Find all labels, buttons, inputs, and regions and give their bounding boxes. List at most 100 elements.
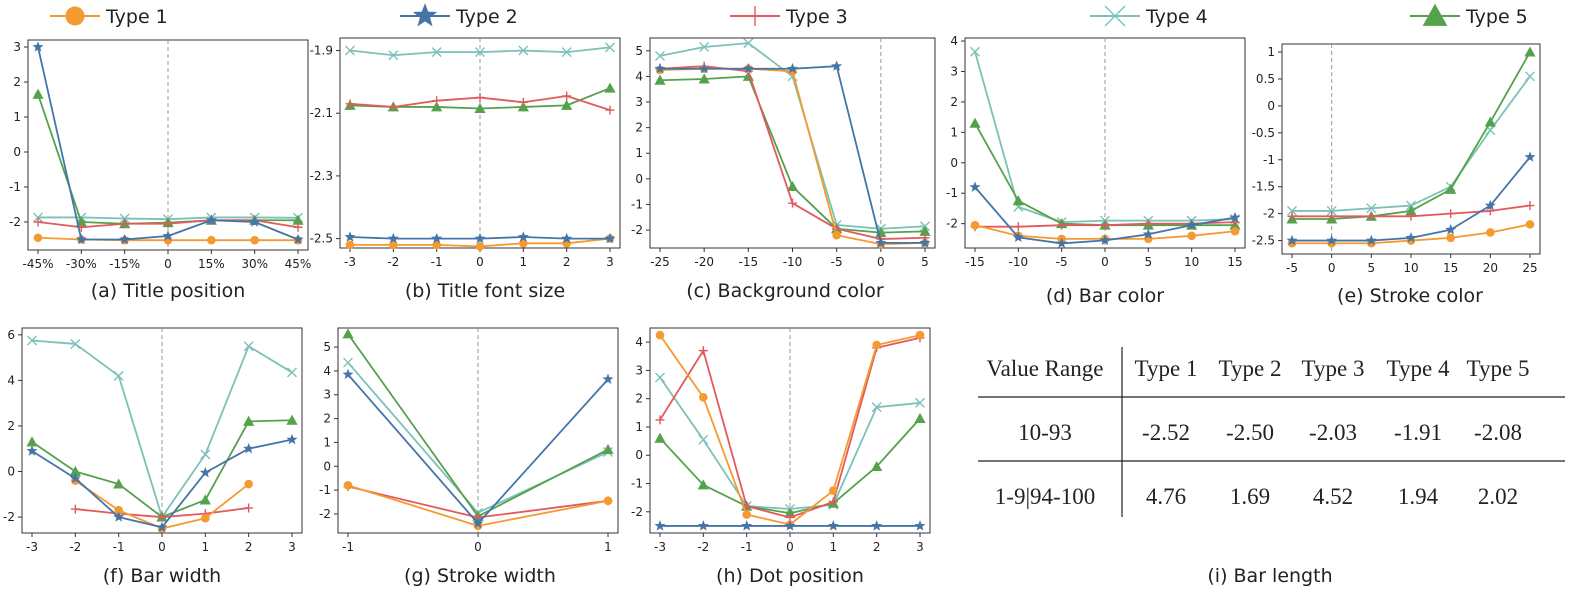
table-cell: 4.76 [1146,484,1186,509]
y-tick-label: -1.5 [1252,180,1275,194]
data-point [602,443,614,455]
y-tick-label: -2 [9,215,21,229]
table-cell: 1.69 [1230,484,1270,509]
data-point [1525,220,1535,229]
y-tick-label: 1 [635,146,643,160]
x-tick-label: 1 [202,540,210,554]
data-point [831,60,843,71]
data-point [26,445,38,456]
data-point [914,412,926,423]
data-point [475,47,485,58]
data-point [970,220,980,230]
data-point [1187,231,1196,241]
data-point [518,97,528,107]
data-point [1486,228,1495,237]
x-tick-label: -3 [654,540,666,554]
data-point [26,436,38,447]
table-header-cell: Type 4 [1387,356,1450,381]
data-point [655,415,665,425]
data-point [969,117,981,128]
data-point [518,45,529,56]
series-type-4 [343,357,613,518]
panel-caption: (a) Title position [91,280,246,302]
x-tick-label: -15 [965,255,985,269]
x-tick-label: -5 [831,255,843,269]
data-point [1524,46,1536,57]
data-point [344,231,356,242]
y-tick-label: 2 [7,419,15,433]
x-tick-label: 30% [241,257,268,271]
panel-caption: (f) Bar width [103,565,221,587]
data-point [69,465,81,476]
data-point [741,520,753,531]
series-type-2 [32,41,304,245]
table-header-cell: Type 3 [1302,356,1365,381]
series-line [659,65,926,240]
chart-e-stroke-color: -5 0 5 10 15 20 25 -2.5 -2 -1.5 -1 -0.5 0 0.5 1 (e) Str… [1252,43,1541,307]
legend-label: Type 2 [455,6,518,28]
y-tick-label: 0 [635,172,643,186]
y-tick-label: 2 [635,121,643,135]
y-tick-label: 4 [7,373,15,387]
data-point [292,233,304,245]
data-point [472,517,484,529]
data-point [1326,205,1337,216]
data-point [292,214,304,225]
data-point [199,494,211,505]
data-point [1100,220,1110,230]
x-tick-label: 0 [1328,261,1336,275]
data-point [32,88,44,99]
data-point [113,478,125,489]
series-line [347,333,609,518]
x-tick-label: 3 [916,540,924,554]
y-tick-label: -2 [631,223,643,237]
table-cell: -1.91 [1394,420,1442,445]
panel-caption: (c) Background color [686,280,884,302]
x-tick-label: -3 [26,540,38,554]
x-tick-label: 3 [606,255,614,269]
legend-marker-star-icon [412,3,438,27]
x-tick-label: 10 [1403,261,1418,275]
x-tick-label: 2 [873,540,881,554]
data-point [517,231,529,242]
x-tick-label: 2 [563,255,571,269]
data-point [286,433,298,445]
y-tick-label: 4 [950,34,958,48]
data-point [654,432,666,443]
data-point [249,216,261,227]
x-tick-label: -2 [69,540,81,554]
legend-marker-x-icon [1104,5,1126,27]
data-point [207,235,216,245]
table-header-cell: Type 1 [1135,356,1198,381]
legend-item-type-4: Type 4 [1090,5,1208,28]
data-point [654,74,666,85]
data-point [784,507,796,518]
data-point [243,442,255,454]
data-point [698,73,710,84]
data-point [474,102,486,113]
y-tick-label: 0.5 [1256,72,1275,86]
x-tick-label: -1 [113,540,125,554]
data-point [1484,199,1496,211]
y-tick-label: 4 [635,335,643,349]
data-point [431,232,443,244]
y-tick-label: 0 [1267,99,1275,113]
x-tick-label: -15 [739,255,759,269]
x-tick-label: 1 [604,540,612,554]
x-tick-label: 45% [285,257,312,271]
y-tick-label: -1 [946,186,958,200]
data-point [742,62,754,74]
data-point [1229,211,1241,223]
data-point [914,520,926,531]
x-tick-label: -5 [1286,261,1298,275]
table-cell: -2.50 [1226,420,1274,445]
series-line [660,65,925,244]
data-point [1405,205,1417,216]
data-point [871,402,882,413]
data-point [1406,211,1416,221]
data-point [33,233,43,243]
y-tick-label: 3 [635,363,643,377]
data-point [244,503,254,513]
panel-caption: (g) Stroke width [404,565,556,587]
data-point [969,181,981,192]
